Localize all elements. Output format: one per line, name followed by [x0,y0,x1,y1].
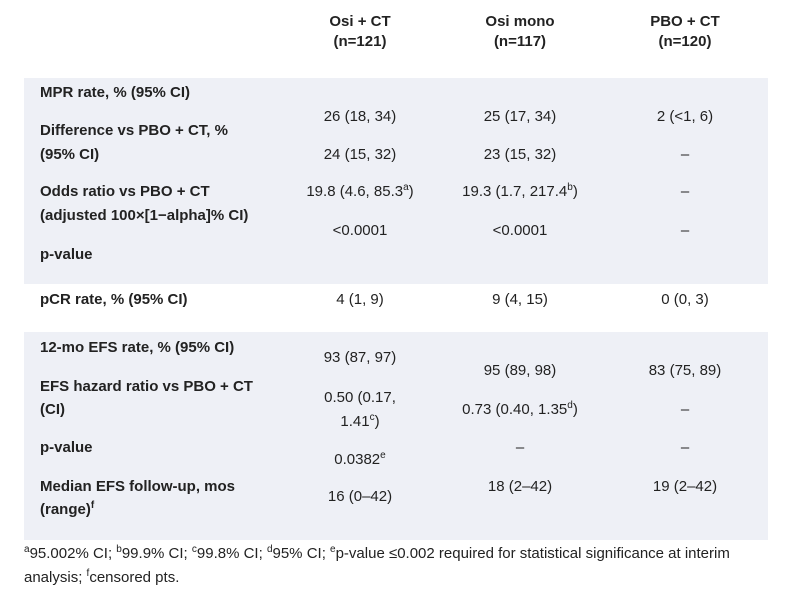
text: 19.3 (1.7, 217.4 [462,183,568,200]
text: ) [374,413,380,430]
cell: 0.0382e [260,450,460,470]
superscript: b [116,544,122,555]
superscript: d [567,400,573,411]
cell: – [680,439,690,456]
cell: 0 (0, 3) [661,291,709,308]
text: 95.002% CI; [29,545,117,562]
row-label: (range)f [40,500,94,520]
cell: 19 (2–42) [652,478,718,495]
cell: – [680,222,690,239]
superscript: f [86,568,90,579]
superscript: e [330,544,336,555]
text: censored pts. [89,569,180,586]
text: Osi mono [485,13,555,30]
superscript: c [191,544,197,555]
text: 99.9% CI; [121,545,192,562]
cell: 83 (75, 89) [648,362,722,379]
cell: 18 (2–42) [487,478,553,495]
cell: 24 (15, 32) [323,146,397,163]
text: (n=120) [658,33,712,50]
superscript: c [369,412,375,423]
column-header: PBO + CT (n=120) [585,12,785,52]
text: 1.41 [340,413,370,430]
cell: 25 (17, 34) [483,108,557,125]
cell: <0.0001 [492,222,548,239]
text: PBO + CT [650,13,720,30]
cell: 4 (1, 9) [336,291,384,308]
mpr-block [24,78,768,284]
cell: 23 (15, 32) [483,146,557,163]
cell: – [515,439,525,456]
row-label: 12-mo EFS rate, % (95% CI) [40,339,235,356]
cell: – [680,401,690,418]
row-label: p-value [40,439,93,456]
cell: 2 (<1, 6) [656,108,714,125]
cell: 0.73 (0.40, 1.35d) [420,400,620,420]
text: 19.8 (4.6, 85.3 [306,183,404,200]
footnote: a95.002% CI; b99.9% CI; c99.8% CI; d95% … [24,542,764,590]
row-label: (CI) [40,401,65,418]
text: Osi + CT [329,13,391,30]
column-header: Osi + CT (n=121) [260,12,460,52]
text: ) [408,183,414,200]
row-label: MPR rate, % (95% CI) [40,84,191,101]
cell: 9 (4, 15) [492,291,548,308]
cell: – [680,146,690,163]
superscript: f [90,500,95,511]
cell: 1.41c) [260,412,460,432]
text: 99.8% CI; [196,545,267,562]
text: 95% CI; [272,545,331,562]
cell: 16 (0–42) [327,488,393,505]
efs-block [24,332,768,540]
cell: 93 (87, 97) [323,349,397,366]
row-label: (95% CI) [40,146,100,163]
superscript: b [567,182,573,193]
text: 0.0382 [334,451,381,468]
cell: 0.50 (0.17, [324,389,396,406]
text: (n=117) [493,33,547,50]
cell: <0.0001 [332,222,388,239]
text: ) [572,183,578,200]
column-header: Osi mono (n=117) [420,12,620,52]
superscript: d [266,544,273,555]
text: (range) [40,501,91,518]
cell: 19.3 (1.7, 217.4b) [420,182,620,202]
row-label: p-value [40,246,93,263]
text: (n=121) [333,33,387,50]
superscript: e [380,450,386,461]
row-label: Difference vs PBO + CT, % [40,122,228,139]
row-label: pCR rate, % (95% CI) [40,291,188,308]
cell: – [680,183,690,200]
superscript: a [24,544,30,555]
text: ) [572,401,578,418]
superscript: a [403,182,409,193]
text: p-value ≤0.002 required for statistical … [24,545,730,586]
row-label: Odds ratio vs PBO + CT [40,183,210,200]
cell: 19.8 (4.6, 85.3a) [260,182,460,202]
row-label: (adjusted 100×[1−alpha]% CI) [40,207,249,224]
cell: 26 (18, 34) [323,108,397,125]
text: 0.73 (0.40, 1.35 [462,401,568,418]
row-label: Median EFS follow-up, mos [40,478,235,495]
cell: 95 (89, 98) [483,362,557,379]
row-label: EFS hazard ratio vs PBO + CT [40,378,253,395]
